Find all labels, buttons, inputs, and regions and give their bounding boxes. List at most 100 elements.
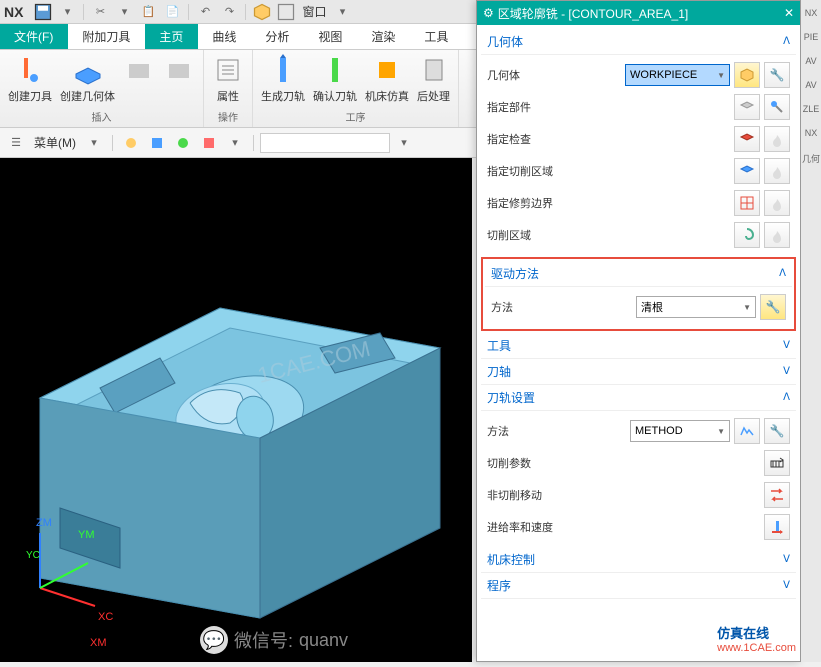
section-program[interactable]: 程序 ᐯ [481, 573, 796, 599]
section-label: 工具 [487, 337, 511, 354]
strip-label[interactable]: AV [805, 56, 816, 66]
viewport[interactable]: 1CAE.COM ZM YM YC XC XM [0, 158, 472, 662]
save-icon[interactable] [33, 2, 53, 22]
properties-button[interactable]: 属性 [210, 52, 246, 106]
group-label: 工序 [346, 108, 366, 125]
menu-tools[interactable]: 附加刀具 [68, 24, 145, 49]
row-check: 指定检查 [487, 123, 790, 155]
row-path-method: 方法 METHOD 🔧 [487, 415, 790, 447]
close-icon[interactable]: ✕ [784, 6, 794, 20]
check-icon[interactable] [734, 126, 760, 152]
drive-method-highlight: 驱动方法 ᐱ 方法 清根 🔧 [481, 257, 796, 331]
strip-label[interactable]: 几何 [802, 152, 820, 165]
wrench-icon[interactable]: 🔧 [764, 62, 790, 88]
menu-analysis[interactable]: 分析 [251, 24, 304, 49]
dropdown-icon[interactable]: ▾ [84, 133, 104, 153]
strip-label[interactable]: ZLE [803, 104, 820, 114]
cube-icon[interactable] [252, 2, 272, 22]
strip-label[interactable]: PIE [804, 32, 819, 42]
move-icon[interactable] [764, 482, 790, 508]
dropdown-icon[interactable]: ▾ [332, 2, 352, 22]
menu-curve[interactable]: 曲线 [198, 24, 251, 49]
list-icon[interactable]: ☰ [6, 133, 26, 153]
menu-home[interactable]: 主页 [145, 24, 198, 49]
section-axis[interactable]: 刀轴 ᐯ [481, 359, 796, 385]
part-icon[interactable] [734, 94, 760, 120]
wrench-icon[interactable]: 🔧 [764, 418, 790, 444]
section-machine[interactable]: 机床控制 ᐯ [481, 547, 796, 573]
machine-sim-button[interactable]: 机床仿真 [363, 52, 411, 106]
region-icon[interactable] [734, 158, 760, 184]
label: 指定检查 [487, 131, 587, 147]
menu-dropdown[interactable]: 菜单(M) [30, 134, 80, 151]
menu-render[interactable]: 渲染 [357, 24, 410, 49]
chevron-down-icon: ᐯ [783, 554, 790, 565]
section-geometry[interactable]: 几何体 ᐱ [481, 29, 796, 55]
workpiece-dropdown[interactable]: WORKPIECE [625, 64, 730, 86]
torch-icon[interactable] [764, 222, 790, 248]
torch-icon[interactable] [764, 158, 790, 184]
postprocess-button[interactable]: 后处理 [415, 52, 452, 106]
hatch-icon[interactable] [764, 450, 790, 476]
create-geometry-button[interactable]: 创建几何体 [58, 52, 117, 106]
svg-text:YM: YM [78, 529, 95, 541]
row-geometry: 几何体 WORKPIECE 🔧 [487, 59, 790, 91]
speed-icon[interactable] [764, 514, 790, 540]
ribbon-button[interactable] [121, 52, 157, 88]
section-tool[interactable]: 工具 ᐯ [481, 333, 796, 359]
menu-view[interactable]: 视图 [304, 24, 357, 49]
redo-icon[interactable]: ↷ [219, 2, 239, 22]
drive-method-dropdown[interactable]: 清根 [636, 296, 756, 318]
wm-handle: quanv [299, 630, 348, 651]
menu-tool[interactable]: 工具 [410, 24, 463, 49]
dropdown-icon[interactable]: ▾ [57, 2, 77, 22]
cut-icon[interactable]: ✂ [90, 2, 110, 22]
verify-path-button[interactable]: 确认刀轨 [311, 52, 359, 106]
torch-icon[interactable] [764, 126, 790, 152]
section-label: 刀轴 [487, 363, 511, 380]
label: 进给率和速度 [487, 519, 587, 535]
label: 生成刀轨 [261, 88, 305, 104]
search-input[interactable] [260, 133, 390, 153]
settings-icon[interactable] [734, 418, 760, 444]
cube-icon[interactable] [734, 62, 760, 88]
panel-title: 区域轮廓铣 - [CONTOUR_AREA_1] [498, 5, 688, 22]
gear-icon[interactable]: ⚙ [483, 6, 494, 20]
chevron-up-icon: ᐱ [783, 36, 790, 47]
layers-icon[interactable] [276, 2, 296, 22]
create-tool-button[interactable]: 创建刀具 [6, 52, 54, 106]
grid-icon[interactable] [734, 190, 760, 216]
tool-icon[interactable] [121, 133, 141, 153]
method-dropdown[interactable]: METHOD [630, 420, 730, 442]
torch-icon[interactable] [764, 190, 790, 216]
tool-icon[interactable] [199, 133, 219, 153]
section-drive[interactable]: 驱动方法 ᐱ [485, 261, 792, 287]
tool-icon[interactable]: ▾ [225, 133, 245, 153]
label: 创建几何体 [60, 88, 115, 104]
wrench-icon[interactable]: 🔧 [760, 294, 786, 320]
torch-icon[interactable] [764, 94, 790, 120]
undo-icon[interactable]: ↶ [195, 2, 215, 22]
chevron-down-icon: ᐯ [783, 340, 790, 351]
section-path[interactable]: 刀轨设置 ᐱ [481, 385, 796, 411]
ribbon-button[interactable] [161, 52, 197, 88]
window-menu[interactable]: 窗口 [298, 3, 330, 20]
strip-label[interactable]: NX [805, 8, 818, 18]
panel-body: 几何体 ᐱ 几何体 WORKPIECE 🔧 指定部件 指定检查 [477, 25, 800, 661]
strip-label[interactable]: NX [805, 128, 818, 138]
menu-file[interactable]: 文件(F) [0, 24, 68, 49]
dropdown-icon[interactable]: ▾ [114, 2, 134, 22]
svg-text:XM: XM [90, 637, 107, 649]
tool-icon[interactable] [173, 133, 193, 153]
swirl-icon[interactable] [734, 222, 760, 248]
copy-icon[interactable]: 📋 [138, 2, 158, 22]
tool-icon[interactable] [147, 133, 167, 153]
ribbon-group-ops: 属性 操作 [204, 50, 253, 127]
label: 方法 [491, 299, 591, 315]
strip-label[interactable]: AV [805, 80, 816, 90]
section-label: 几何体 [487, 33, 523, 50]
dropdown-icon[interactable]: ▾ [394, 133, 414, 153]
label: 属性 [217, 88, 239, 104]
generate-path-button[interactable]: 生成刀轨 [259, 52, 307, 106]
paste-icon[interactable]: 📄 [162, 2, 182, 22]
